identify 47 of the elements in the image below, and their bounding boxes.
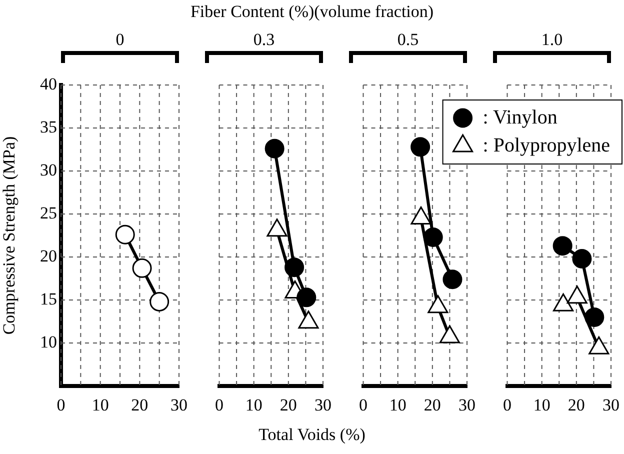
point [150, 292, 170, 312]
y-tick-label: 35 [40, 117, 57, 136]
y-axis-title: Compressive Strength (MPa) [0, 136, 19, 335]
point [410, 137, 430, 157]
chart-title: 0.5 [397, 30, 419, 49]
y-tick-label: 30 [40, 160, 57, 180]
x-tick-label: 20 [280, 396, 297, 415]
chart-title: 0 [116, 30, 124, 49]
point [588, 336, 610, 354]
x-tick-label: 10 [245, 396, 262, 415]
point [572, 248, 592, 268]
x-tick-label: 0 [56, 396, 66, 415]
point [428, 295, 448, 314]
x-axis-title: Total Voids (%) [258, 425, 366, 444]
legend-label: : Vinylon [482, 106, 558, 128]
x-tick-label: 30 [170, 396, 188, 415]
x-tick-label: 0 [215, 396, 224, 415]
x-tick-label: 30 [314, 396, 332, 415]
chart-title: 0.3 [253, 30, 275, 49]
x-tick-label: 10 [533, 396, 550, 415]
point [264, 138, 284, 158]
y-tick-label: 25 [40, 203, 57, 222]
y-tick-label: 15 [40, 289, 57, 308]
text: Fiber Content (%)(volume fraction) [190, 2, 434, 21]
x-tick-label: 20 [424, 396, 441, 415]
point [566, 286, 588, 304]
x-tick-label: 10 [92, 396, 109, 415]
point [266, 218, 288, 237]
x-tick-label: 20 [131, 396, 148, 415]
legend-label: : Polypropylene [482, 134, 610, 156]
point [553, 293, 574, 312]
x-tick-label: 30 [458, 396, 476, 415]
x-tick-label: 0 [359, 396, 368, 415]
x-tick-label: 10 [389, 396, 406, 415]
point [132, 258, 152, 278]
point [552, 236, 572, 256]
chart-title: 1.0 [541, 30, 563, 49]
y-tick-label: 10 [40, 332, 57, 352]
x-tick-label: 20 [568, 396, 585, 415]
y-tick-label: 20 [40, 246, 57, 266]
x-tick-label: 0 [503, 396, 512, 415]
y-tick-label: 40 [40, 74, 57, 94]
point [298, 310, 319, 329]
point [115, 224, 135, 244]
point [423, 227, 443, 247]
x-tick-label: 30 [602, 396, 620, 415]
point [439, 325, 460, 344]
